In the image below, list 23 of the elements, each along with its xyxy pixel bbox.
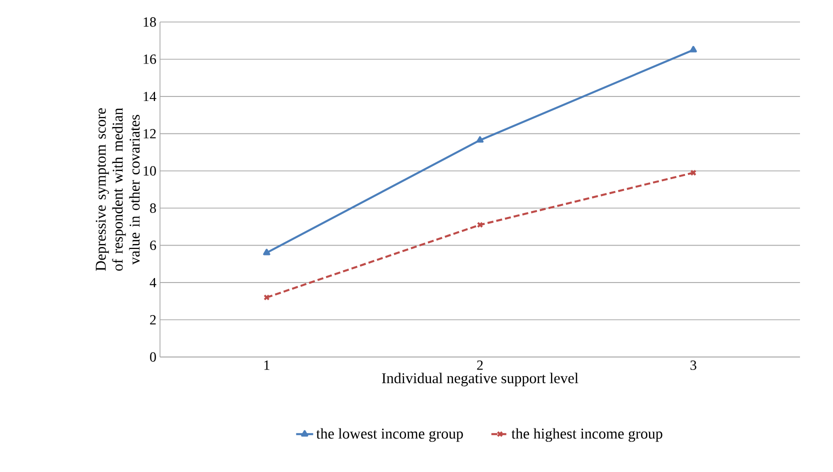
y-tick-label: 4 [150,278,156,288]
y-tick-label: 8 [150,203,156,213]
y-tick-label: 6 [150,240,156,250]
point [263,248,270,256]
y-axis-title: Depressive symptom score of respondent with median value in other covariates [96,108,140,271]
point [690,170,696,176]
y-tick-label: 12 [144,129,156,138]
point [476,222,484,228]
legend-label: the lowest income group [316,428,463,442]
y-tick-label: 14 [144,92,156,102]
x-axis-title: Individual negative support level [382,372,578,386]
point [476,136,484,143]
y-tick-label: 0 [150,352,156,362]
y-tick-label: 18 [144,17,156,27]
legend-label: the highest income group [512,428,662,442]
x-tick-label: 3 [690,360,696,370]
x-tick-label: 1 [264,360,270,370]
y-tick-label: 2 [150,315,156,324]
x-tick-label: 2 [477,360,483,370]
y-tick-label: 10 [144,166,156,176]
y-tick-label: 16 [144,54,156,64]
point [264,294,270,301]
point [690,46,697,52]
